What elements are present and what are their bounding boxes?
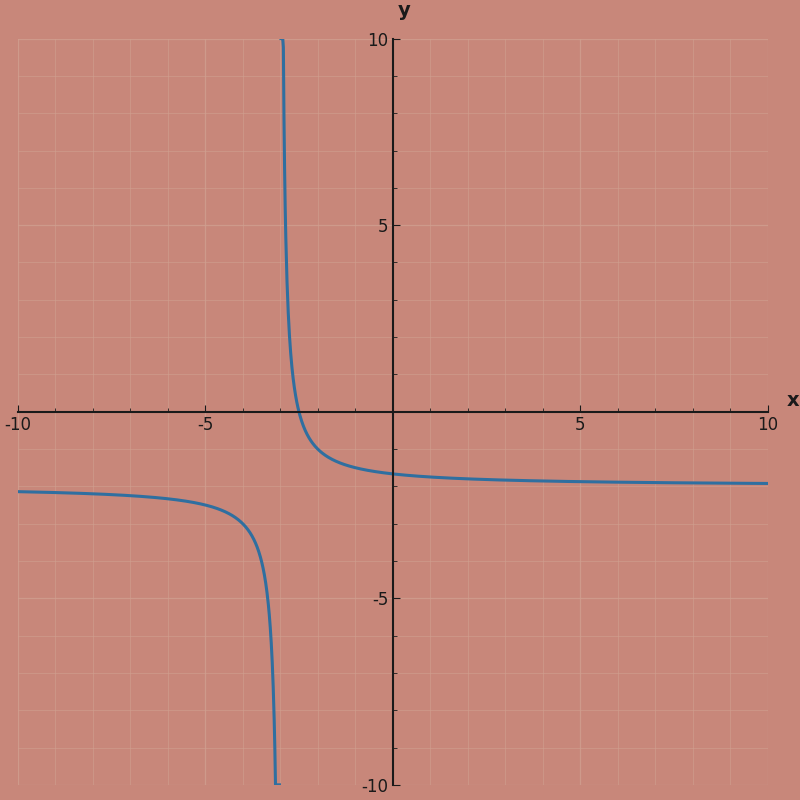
Text: y: y — [398, 1, 410, 20]
Text: x: x — [786, 391, 799, 410]
